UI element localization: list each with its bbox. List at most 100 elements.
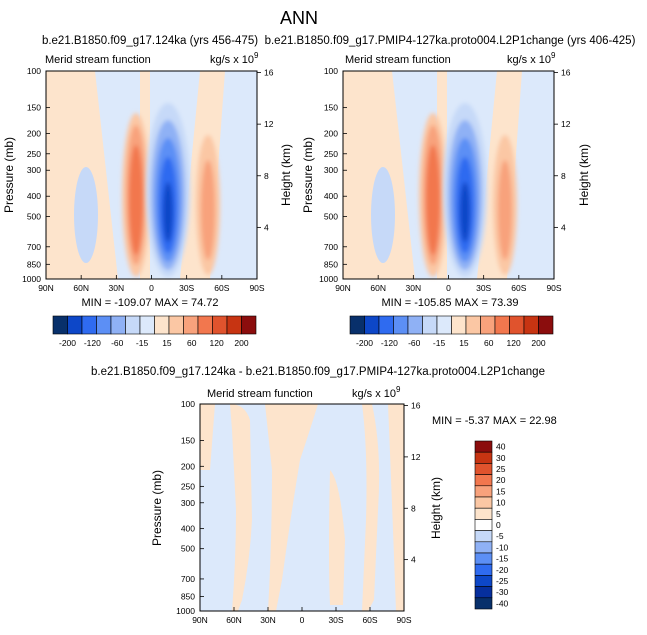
panel-2-subtitle: Merid stream function: [345, 54, 451, 66]
panel-2: b.e21.B1850.f09_g17.PMIP4-127ka.proto004…: [265, 35, 636, 348]
y-tick-label: 300: [27, 165, 41, 175]
y-tick-label: 850: [27, 259, 41, 269]
panel-2-y-ticks: 100 150 200 250 300 400 500 700 850 1000: [319, 66, 347, 284]
colorbar-swatch: [538, 315, 554, 335]
colorbar-swatch: [81, 315, 97, 335]
panel-3-title: b.e21.B1850.f09_g17.124ka - b.e21.B1850.…: [91, 366, 545, 378]
colorbar-label: -5: [496, 531, 504, 541]
y-right-tick-label: 16: [411, 401, 421, 411]
y-tick-label: 200: [181, 461, 195, 471]
colorbar-label: 15: [162, 338, 172, 348]
panel-2-x-ticks: 90N 60N 30N 0 30S 60S 90S: [335, 275, 562, 293]
y-tick-label: 500: [324, 211, 338, 221]
y-tick-label: 500: [27, 211, 41, 221]
y-tick-label: 100: [324, 66, 338, 76]
y-right-tick-label: 16: [561, 68, 571, 78]
colorbar-swatch: [474, 451, 493, 464]
panel-3-stats: MIN = -5.37 MAX = 22.98: [432, 415, 557, 427]
colorbar-label: 0: [496, 520, 501, 530]
x-tick-label: 0: [446, 283, 451, 293]
panel-3-units: kg/s x 109: [352, 385, 401, 400]
panel-1-hadley-s: [146, 103, 190, 277]
panel-1-stats: MIN = -109.07 MAX = 74.72: [82, 297, 219, 309]
colorbar-swatch: [474, 474, 493, 487]
panel-1-contour: [201, 160, 215, 260]
y-right-tick-label: 12: [264, 119, 274, 129]
x-tick-label: 0: [300, 615, 305, 625]
x-tick-label: 0: [149, 283, 154, 293]
colorbar-label: 5: [496, 509, 501, 519]
y-tick-label: 200: [324, 129, 338, 139]
colorbar-label: -200: [59, 338, 76, 348]
colorbar-label: 25: [496, 464, 506, 474]
x-tick-label: 90S: [396, 615, 411, 625]
panel-3-y-ticks: 100 150 200 250 300 400 500 700 850 1000: [176, 399, 204, 616]
colorbar-swatch: [474, 440, 493, 453]
panel-2-hadley-s: [443, 103, 487, 277]
x-tick-label: 60S: [214, 283, 229, 293]
panel-2-colorbar: [349, 315, 554, 335]
panel-1-subtitle: Merid stream function: [45, 54, 151, 66]
colorbar-swatch: [241, 315, 257, 335]
x-tick-label: 90S: [249, 283, 264, 293]
y-tick-label: 150: [181, 435, 195, 445]
y-right-tick-label: 16: [264, 68, 274, 78]
colorbar-swatch: [139, 315, 155, 335]
panel-2-y-right-ticks: 16 12 8 4: [554, 68, 571, 232]
panel-2-units: kg/s x 109: [507, 51, 556, 66]
x-tick-label: 90N: [335, 283, 351, 293]
colorbar-swatch: [364, 315, 380, 335]
panel-3: b.e21.B1850.f09_g17.124ka - b.e21.B1850.…: [91, 366, 557, 625]
panel-2-colorbar-labels: -200 -120 -60 -15 15 60 120 200: [356, 338, 546, 348]
colorbar-swatch: [125, 315, 141, 335]
colorbar-label: -25: [496, 576, 509, 586]
panel-3-contour: [230, 404, 252, 611]
x-tick-label: 60N: [226, 615, 242, 625]
panel-3-plot: [199, 403, 405, 612]
colorbar-swatch: [474, 463, 493, 475]
colorbar-swatch: [474, 575, 493, 587]
panel-1-ylabel: Pressure (mb): [2, 137, 16, 213]
colorbar-label: 120: [507, 338, 521, 348]
y-tick-label: 400: [27, 191, 41, 201]
y-tick-label: 1000: [22, 274, 41, 284]
x-tick-label: 30S: [328, 615, 343, 625]
colorbar-swatch: [110, 315, 126, 335]
colorbar-label: -200: [356, 338, 373, 348]
y-tick-label: 1000: [176, 606, 195, 616]
colorbar-swatch: [451, 315, 467, 335]
y-right-tick-label: 8: [411, 503, 416, 513]
y-right-tick-label: 4: [264, 222, 269, 232]
colorbar-label: -60: [111, 338, 124, 348]
x-tick-label: 30N: [109, 283, 125, 293]
panel-1-ylabel-right: Height (km): [279, 144, 293, 206]
y-tick-label: 700: [181, 574, 195, 584]
y-right-tick-label: 12: [411, 452, 421, 462]
x-tick-label: 60S: [511, 283, 526, 293]
colorbar-swatch: [197, 315, 213, 335]
panel-1-contour: [129, 145, 143, 255]
panel-2-contour-ferrel-nh: [371, 167, 395, 263]
y-tick-label: 400: [324, 191, 338, 201]
colorbar-label: -120: [381, 338, 398, 348]
y-tick-label: 700: [27, 242, 41, 252]
x-tick-label: 60N: [73, 283, 89, 293]
panel-1-colorbar: [52, 315, 257, 335]
panel-2-ylabel-right: Height (km): [577, 144, 591, 206]
colorbar-swatch: [474, 507, 493, 520]
colorbar-swatch: [422, 315, 438, 335]
panel-3-contour: [265, 404, 318, 611]
panel-2-contour: [426, 145, 440, 255]
y-tick-label: 300: [324, 165, 338, 175]
colorbar-swatch: [393, 315, 409, 335]
colorbar-label: 200: [531, 338, 545, 348]
x-tick-label: 90N: [192, 615, 208, 625]
x-tick-label: 90N: [38, 283, 54, 293]
colorbar-label: 60: [187, 338, 197, 348]
panel-1-contour: [163, 182, 173, 242]
colorbar-swatch: [154, 315, 170, 335]
colorbar-swatch: [436, 315, 452, 335]
colorbar-label: -10: [496, 542, 509, 552]
